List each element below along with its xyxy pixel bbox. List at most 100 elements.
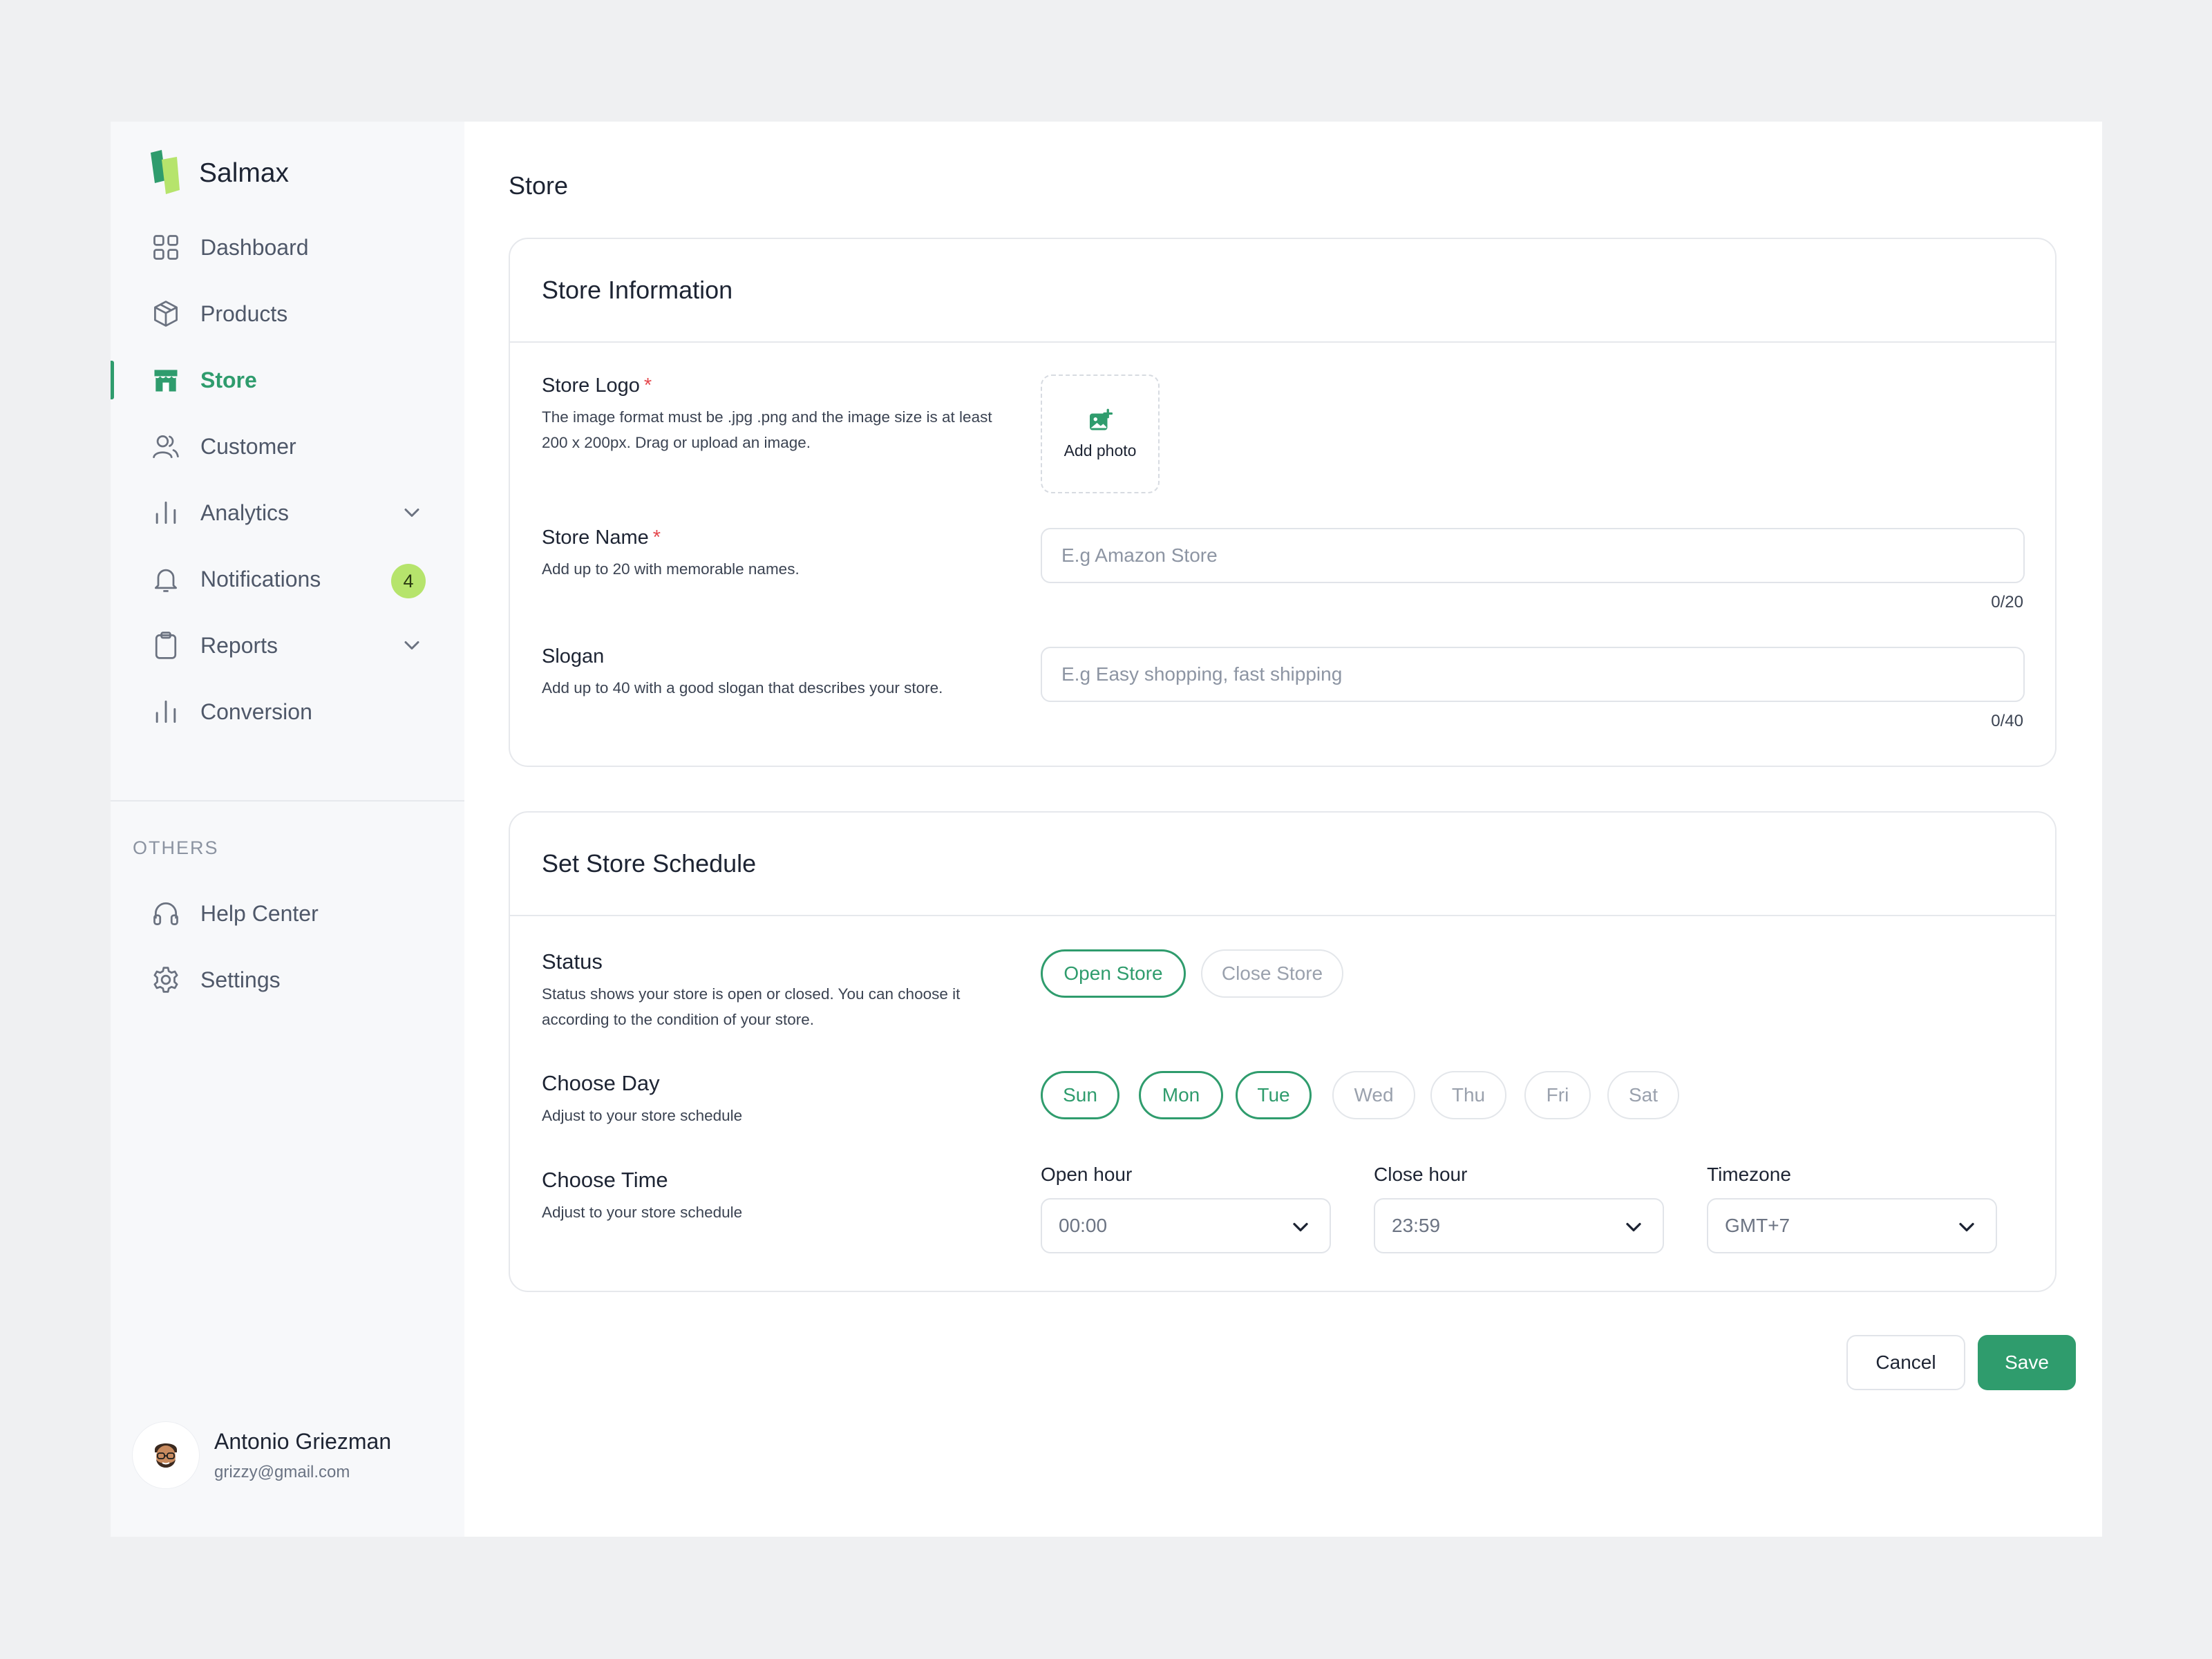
avatar-face-icon bbox=[155, 1443, 177, 1468]
day-wed-chip[interactable]: Wed bbox=[1332, 1071, 1415, 1119]
required-mark: * bbox=[643, 375, 652, 397]
card-title: Store Information bbox=[542, 276, 733, 304]
bar-chart-icon bbox=[151, 497, 181, 528]
card-header: Set Store Schedule bbox=[510, 813, 2055, 916]
sidebar-divider bbox=[111, 800, 464, 802]
close-store-option[interactable]: Close Store bbox=[1201, 949, 1343, 998]
store-name-input[interactable] bbox=[1041, 528, 2025, 583]
slogan-row: Slogan Add up to 40 with a good slogan t… bbox=[542, 645, 998, 701]
sidebar-item-label: Store bbox=[200, 367, 257, 392]
sidebar-item-label: Products bbox=[200, 301, 288, 326]
sidebar-item-reports[interactable]: Reports bbox=[111, 612, 464, 679]
open-store-option[interactable]: Open Store bbox=[1041, 949, 1186, 998]
choose-day-row: Choose Day Adjust to your store schedule bbox=[542, 1071, 998, 1128]
field-label: Store Name * bbox=[542, 527, 998, 549]
chevron-down-icon[interactable] bbox=[399, 633, 424, 658]
image-add-icon bbox=[1090, 408, 1113, 430]
day-mon-chip[interactable]: Mon bbox=[1139, 1071, 1223, 1119]
close-hour-label: Close hour bbox=[1374, 1164, 1468, 1185]
notification-count-badge: 4 bbox=[391, 564, 426, 598]
store-icon bbox=[151, 365, 181, 395]
card-header: Store Information bbox=[510, 239, 2055, 343]
sidebar-item-conversion[interactable]: Conversion bbox=[111, 679, 464, 745]
sidebar-item-help-center[interactable]: Help Center bbox=[111, 880, 464, 947]
slogan-counter: 0/40 bbox=[1991, 712, 2023, 730]
sidebar-item-label: Settings bbox=[200, 967, 281, 992]
app-window: Salmax Dashboard Products Store bbox=[111, 122, 2102, 1537]
sidebar-item-customer[interactable]: Customer bbox=[111, 413, 464, 480]
day-sun-chip[interactable]: Sun bbox=[1041, 1071, 1119, 1119]
required-mark: * bbox=[652, 527, 661, 549]
sidebar-nav: Dashboard Products Store Customer bbox=[111, 214, 464, 745]
cancel-button[interactable]: Cancel bbox=[1846, 1335, 1965, 1390]
field-label: Store Logo * bbox=[542, 375, 998, 397]
clipboard-icon bbox=[151, 630, 181, 661]
box-icon bbox=[151, 298, 181, 329]
field-description: Status shows your store is open or close… bbox=[542, 985, 961, 1028]
status-label: Status bbox=[542, 949, 603, 974]
choose-time-label: Choose Time bbox=[542, 1168, 668, 1192]
chevron-down-icon bbox=[1959, 1222, 1974, 1232]
add-photo-label: Add photo bbox=[1064, 441, 1137, 459]
salmax-logo-icon bbox=[151, 150, 180, 194]
sidebar-item-label: Help Center bbox=[200, 900, 319, 926]
headphones-icon bbox=[151, 898, 181, 929]
timezone-select[interactable]: GMT+7 bbox=[1707, 1198, 1997, 1253]
brand-name: Salmax bbox=[199, 158, 290, 188]
day-tue-chip[interactable]: Tue bbox=[1236, 1071, 1312, 1119]
sidebar-item-store[interactable]: Store bbox=[111, 347, 464, 413]
sidebar-item-label: Customer bbox=[200, 433, 296, 459]
open-hour-select[interactable]: 00:00 bbox=[1041, 1198, 1331, 1253]
bell-icon bbox=[151, 564, 181, 594]
close-hour-select[interactable]: 23:59 bbox=[1374, 1198, 1664, 1253]
timezone-label: Timezone bbox=[1707, 1164, 1791, 1185]
store-schedule-card: Set Store Schedule Status Status shows y… bbox=[509, 811, 2057, 1292]
sidebar-item-settings[interactable]: Settings bbox=[111, 947, 464, 1013]
day-sat-chip[interactable]: Sat bbox=[1607, 1071, 1679, 1119]
card-title: Set Store Schedule bbox=[542, 849, 757, 878]
sidebar-item-dashboard[interactable]: Dashboard bbox=[111, 214, 464, 281]
sidebar-item-notifications[interactable]: Notifications 4 bbox=[111, 546, 464, 612]
slogan-label: Slogan bbox=[542, 645, 605, 667]
page-title: Store bbox=[509, 171, 569, 200]
bar-chart-icon bbox=[151, 696, 181, 727]
timezone-value: GMT+7 bbox=[1725, 1215, 1790, 1236]
choose-day-label: Choose Day bbox=[542, 1071, 660, 1095]
day-fri-chip[interactable]: Fri bbox=[1524, 1071, 1591, 1119]
day-thu-chip[interactable]: Thu bbox=[1430, 1071, 1506, 1119]
choose-time-row: Choose Time Adjust to your store schedul… bbox=[542, 1168, 998, 1225]
sidebar-item-products[interactable]: Products bbox=[111, 281, 464, 347]
save-button[interactable]: Save bbox=[1978, 1335, 2076, 1390]
store-logo-label: Store Logo bbox=[542, 375, 640, 397]
main-content: Store Store Information Store Logo * The … bbox=[464, 122, 2102, 1537]
avatar bbox=[133, 1422, 199, 1488]
sidebar-item-label: Dashboard bbox=[200, 234, 309, 260]
store-name-counter: 0/20 bbox=[1991, 593, 2023, 612]
profile-email: grizzy@gmail.com bbox=[214, 1462, 350, 1481]
others-section-label: OTHERS bbox=[133, 837, 219, 858]
store-logo-row: Store Logo * The image format must be .jp… bbox=[542, 375, 998, 455]
status-row: Status Status shows your store is open o… bbox=[542, 949, 998, 1032]
user-profile[interactable]: Antonio Griezman grizzy@gmail.com bbox=[133, 1422, 391, 1488]
sidebar: Salmax Dashboard Products Store bbox=[111, 122, 464, 1537]
add-photo-dropzone[interactable]: Add photo bbox=[1041, 375, 1160, 493]
chevron-down-icon bbox=[1626, 1222, 1641, 1232]
store-information-card: Store Information Store Logo * The image … bbox=[509, 238, 2057, 767]
field-description: Add up to 40 with a good slogan that des… bbox=[542, 679, 943, 696]
field-description: Adjust to your store schedule bbox=[542, 1107, 743, 1124]
sidebar-item-label: Analytics bbox=[200, 500, 290, 525]
open-hour-label: Open hour bbox=[1041, 1164, 1133, 1185]
gear-icon bbox=[151, 965, 181, 995]
field-description: Add up to 20 with memorable names. bbox=[542, 560, 800, 578]
field-description: The image format must be .jpg .png and t… bbox=[542, 408, 992, 451]
slogan-input[interactable] bbox=[1041, 647, 2025, 702]
open-hour-value: 00:00 bbox=[1059, 1215, 1108, 1236]
field-description: Adjust to your store schedule bbox=[542, 1204, 743, 1221]
sidebar-item-analytics[interactable]: Analytics bbox=[111, 480, 464, 546]
grid-icon bbox=[151, 232, 181, 263]
sidebar-item-label: Notifications bbox=[200, 566, 321, 591]
chevron-down-icon[interactable] bbox=[399, 500, 424, 525]
brand[interactable]: Salmax bbox=[146, 149, 289, 198]
close-hour-value: 23:59 bbox=[1392, 1215, 1441, 1236]
sidebar-item-label: Conversion bbox=[200, 699, 312, 724]
